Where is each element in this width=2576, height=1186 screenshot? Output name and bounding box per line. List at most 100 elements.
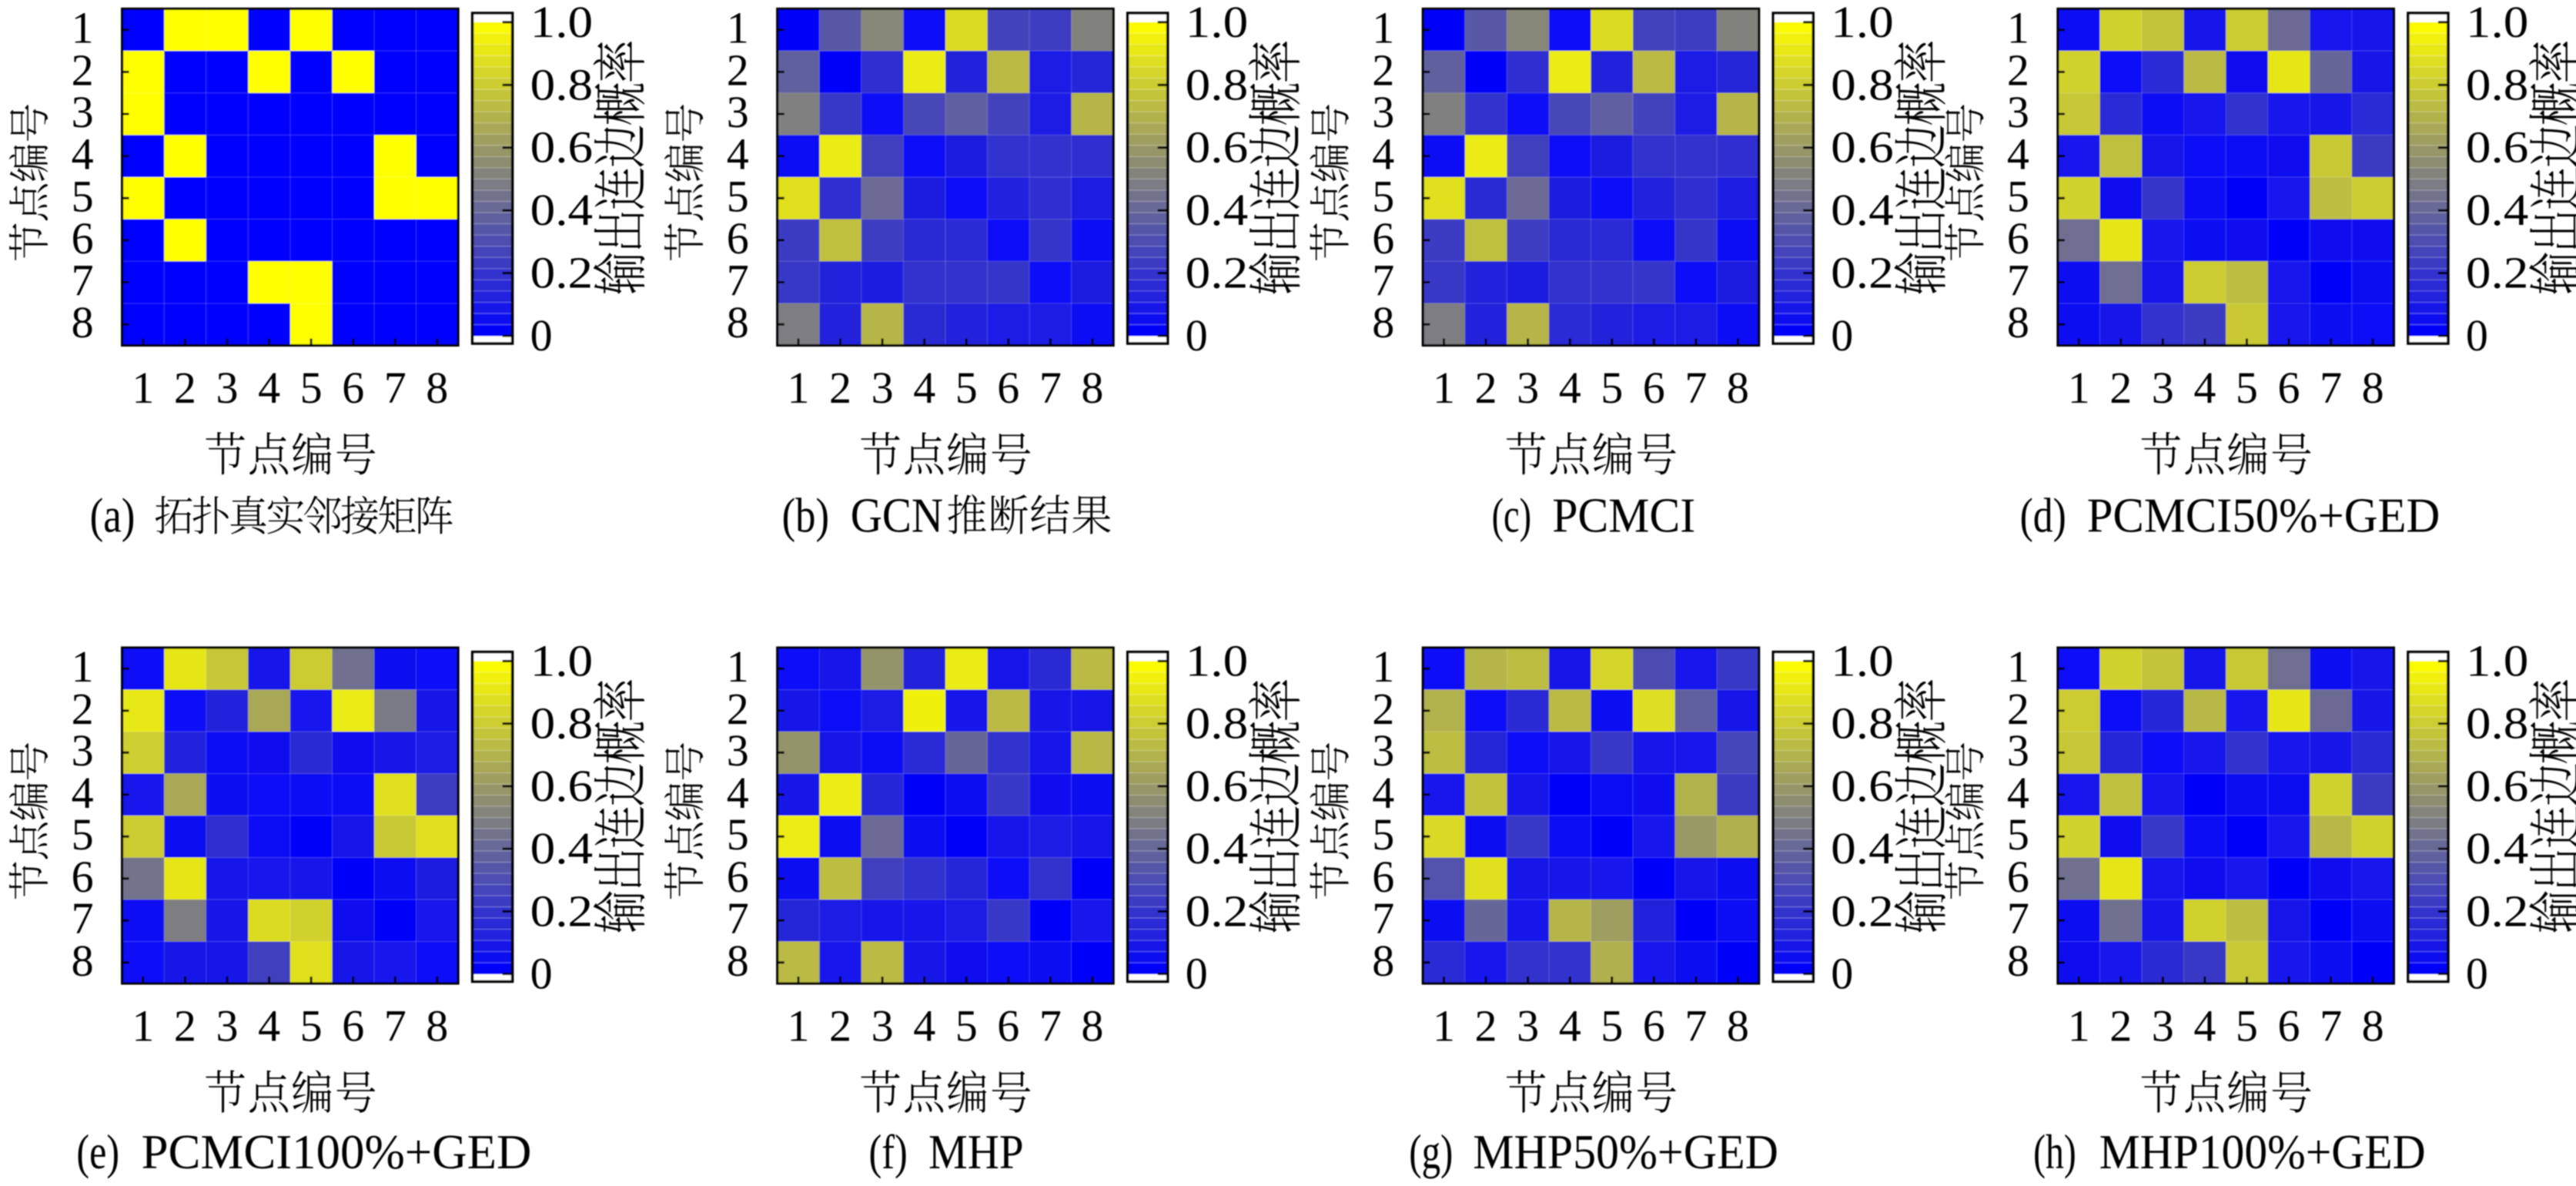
svg-text:0.4: 0.4 <box>2466 823 2529 873</box>
svg-text:5: 5 <box>955 1001 978 1051</box>
svg-text:7: 7 <box>1372 256 1394 306</box>
svg-text:8: 8 <box>2362 1001 2384 1051</box>
svg-text:0: 0 <box>2466 949 2488 999</box>
svg-text:1: 1 <box>1433 1001 1455 1051</box>
svg-text:0.8: 0.8 <box>1186 699 1249 749</box>
svg-text:0: 0 <box>530 949 553 999</box>
svg-text:1.0: 1.0 <box>1831 635 1894 685</box>
svg-text:1: 1 <box>788 1001 810 1051</box>
svg-text:4: 4 <box>1559 363 1581 413</box>
svg-text:4: 4 <box>1372 768 1394 818</box>
svg-text:6: 6 <box>727 213 749 263</box>
svg-text:0.6: 0.6 <box>2466 761 2529 811</box>
svg-text:4: 4 <box>1559 1001 1581 1051</box>
svg-text:2: 2 <box>727 684 749 734</box>
svg-text:0.6: 0.6 <box>1186 761 1249 811</box>
svg-text:2: 2 <box>174 1001 196 1051</box>
svg-text:1: 1 <box>72 642 94 692</box>
svg-text:0: 0 <box>1186 949 1208 999</box>
svg-text:0.8: 0.8 <box>1831 699 1894 749</box>
svg-text:1.0: 1.0 <box>1831 0 1894 47</box>
svg-text:PCMCI: PCMCI <box>1552 488 1695 543</box>
svg-text:4: 4 <box>72 129 94 179</box>
svg-text:0.2: 0.2 <box>1186 248 1249 298</box>
svg-text:8: 8 <box>1727 1001 1749 1051</box>
svg-text:1.0: 1.0 <box>2466 635 2529 685</box>
svg-text:0: 0 <box>1186 310 1208 360</box>
svg-text:7: 7 <box>2320 363 2342 413</box>
svg-text:0: 0 <box>2466 310 2488 360</box>
svg-text:0.8: 0.8 <box>2466 699 2529 749</box>
svg-text:1: 1 <box>2068 1001 2090 1051</box>
svg-text:5: 5 <box>2007 171 2029 221</box>
svg-text:2: 2 <box>829 1001 851 1051</box>
svg-text:3: 3 <box>2152 1001 2174 1051</box>
svg-text:0.4: 0.4 <box>1186 185 1249 235</box>
svg-text:0.4: 0.4 <box>530 823 594 873</box>
svg-text:7: 7 <box>72 893 94 943</box>
svg-text:0: 0 <box>530 310 553 360</box>
svg-text:3: 3 <box>1517 1001 1539 1051</box>
svg-text:6: 6 <box>997 363 1019 413</box>
svg-text:1: 1 <box>132 363 154 413</box>
svg-text:4: 4 <box>2007 768 2029 818</box>
svg-text:1.0: 1.0 <box>2466 0 2529 47</box>
svg-text:7: 7 <box>1684 1001 1707 1051</box>
svg-text:6: 6 <box>1372 852 1394 902</box>
svg-text:(f): (f) <box>869 1124 908 1179</box>
svg-text:5: 5 <box>2236 1001 2258 1051</box>
svg-text:8: 8 <box>1081 1001 1103 1051</box>
svg-text:1: 1 <box>1372 642 1394 692</box>
svg-text:5: 5 <box>1372 809 1394 859</box>
svg-text:3: 3 <box>72 725 94 776</box>
svg-text:5: 5 <box>300 1001 323 1051</box>
svg-text:0.2: 0.2 <box>530 248 594 298</box>
svg-text:8: 8 <box>1372 297 1394 347</box>
svg-text:4: 4 <box>727 768 749 818</box>
svg-text:8: 8 <box>426 363 448 413</box>
svg-text:2: 2 <box>2007 684 2029 734</box>
svg-text:4: 4 <box>258 363 280 413</box>
svg-text:0.2: 0.2 <box>530 886 594 936</box>
svg-text:8: 8 <box>1372 936 1394 986</box>
svg-text:2: 2 <box>2109 363 2132 413</box>
svg-text:(b): (b) <box>782 488 829 543</box>
svg-text:1: 1 <box>132 1001 154 1051</box>
svg-text:7: 7 <box>384 1001 406 1051</box>
svg-text:2: 2 <box>1475 1001 1497 1051</box>
svg-text:(a): (a) <box>90 488 135 543</box>
svg-text:5: 5 <box>1601 1001 1623 1051</box>
svg-text:3: 3 <box>216 1001 239 1051</box>
svg-text:8: 8 <box>727 936 749 986</box>
svg-text:2: 2 <box>1372 684 1394 734</box>
svg-text:2: 2 <box>1372 45 1394 95</box>
svg-text:0.8: 0.8 <box>1186 59 1249 109</box>
svg-text:1: 1 <box>1433 363 1455 413</box>
svg-text:PCMCI50%+GED: PCMCI50%+GED <box>2087 488 2441 543</box>
svg-text:GCN: GCN <box>851 488 943 543</box>
svg-text:6: 6 <box>2278 1001 2300 1051</box>
svg-text:(c): (c) <box>1492 488 1532 543</box>
svg-text:7: 7 <box>727 256 749 306</box>
svg-text:8: 8 <box>1081 363 1103 413</box>
svg-text:6: 6 <box>1643 363 1665 413</box>
svg-text:MHP50%+GED: MHP50%+GED <box>1473 1124 1778 1179</box>
svg-text:4: 4 <box>1372 129 1394 179</box>
svg-text:7: 7 <box>2320 1001 2342 1051</box>
svg-text:2: 2 <box>2109 1001 2132 1051</box>
svg-text:6: 6 <box>727 852 749 902</box>
svg-text:7: 7 <box>72 256 94 306</box>
svg-text:2: 2 <box>72 684 94 734</box>
svg-text:PCMCI100%+GED: PCMCI100%+GED <box>142 1124 532 1179</box>
svg-text:0.4: 0.4 <box>1186 823 1249 873</box>
svg-text:1: 1 <box>2068 363 2090 413</box>
svg-text:0.8: 0.8 <box>530 59 594 109</box>
svg-text:1.0: 1.0 <box>530 635 594 685</box>
svg-text:0.2: 0.2 <box>2466 248 2529 298</box>
svg-text:0.4: 0.4 <box>1831 823 1894 873</box>
svg-text:0.2: 0.2 <box>1186 886 1249 936</box>
svg-text:5: 5 <box>1601 363 1623 413</box>
svg-text:4: 4 <box>2007 129 2029 179</box>
svg-text:4: 4 <box>2193 363 2216 413</box>
svg-text:0.6: 0.6 <box>530 761 594 811</box>
